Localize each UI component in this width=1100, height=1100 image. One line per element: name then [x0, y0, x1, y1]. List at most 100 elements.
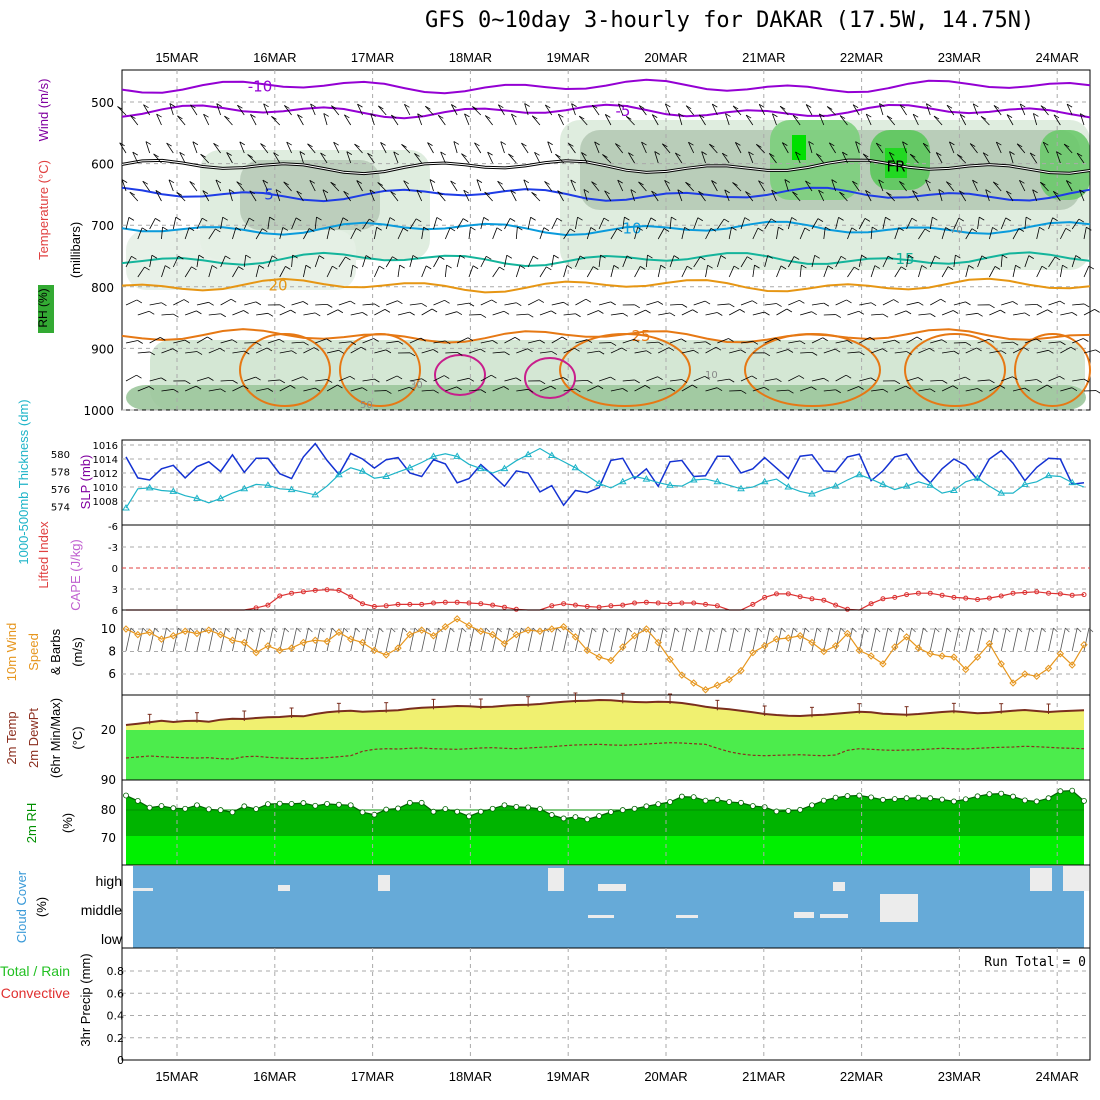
wind-barb-flag: [144, 266, 150, 271]
wind-barb: [504, 377, 517, 382]
wind-barb: [279, 266, 286, 278]
surface-wind-barb-flag: [556, 627, 562, 633]
wind-barb-flag: [859, 351, 865, 356]
rh-point: [383, 806, 390, 813]
wind-barb: [1000, 217, 1007, 230]
wind-barb: [1072, 303, 1085, 306]
lifted-index-tick-label: 6: [112, 606, 118, 617]
wind-barb-flag: [876, 142, 882, 147]
rh-shading: [126, 230, 356, 290]
wind-barb: [622, 338, 635, 344]
wind-barb-flag: [295, 217, 302, 222]
wind-barb-flag: [1019, 103, 1026, 108]
thickness-point: [1044, 471, 1053, 479]
wind-barb-flag: [756, 144, 762, 148]
surface-wind-barb-flag: [1005, 627, 1011, 633]
lifted-index-point: [773, 591, 779, 597]
wind-barb-flag: [166, 142, 172, 147]
rh-point: [856, 792, 863, 799]
wind-barb-flag: [1036, 304, 1043, 308]
date-label-bottom: 20MAR: [644, 1069, 687, 1084]
date-label-top: 22MAR: [840, 50, 883, 65]
surface-wind-barb-flag: [367, 627, 372, 633]
wind-barb-flag: [899, 104, 906, 109]
thickness-point: [855, 470, 864, 478]
wind-barb: [425, 105, 434, 116]
wind-speed-point: [772, 635, 781, 643]
wind-barb: [215, 179, 221, 192]
temperature-contour-label: 5: [264, 185, 274, 203]
wind-barb-flag: [503, 310, 510, 315]
wind-barb: [119, 142, 127, 154]
wind-barb-flag: [733, 265, 740, 270]
wind-barb-flag: [149, 310, 155, 315]
surface-wind-barb-flag: [1053, 627, 1058, 633]
wind-barb-flag: [717, 312, 723, 316]
wind-barb-flag: [952, 310, 959, 314]
wind-barb: [1006, 114, 1014, 126]
wind-barb: [492, 351, 505, 354]
wind-barb: [314, 255, 320, 268]
wind-barb-flag: [245, 254, 251, 259]
wind-barb: [693, 375, 705, 382]
wind-barb-flag: [279, 304, 286, 309]
wind-barb-flag: [399, 264, 405, 269]
thickness-tick-label: 574: [51, 502, 70, 513]
surface-wind-barb: [787, 627, 794, 652]
wind-barb: [740, 217, 746, 230]
wind-barb-flag: [451, 104, 457, 108]
wind-barb-flag: [236, 181, 242, 186]
wind-barb: [587, 350, 600, 354]
wind-barb: [646, 301, 658, 306]
wind-barb-flag: [534, 151, 540, 156]
wind-barb-flag: [740, 390, 747, 394]
wind-barb-flag: [996, 141, 1002, 146]
surface-wind-barb: [243, 627, 250, 652]
wind-barb-flag: [503, 386, 509, 390]
wind-barb-flag: [232, 380, 238, 384]
wind-barb: [811, 255, 816, 268]
rh-point: [667, 799, 673, 805]
wind-barb-flag: [979, 216, 985, 221]
wind-barb-flag: [346, 151, 353, 155]
wind-barb: [811, 337, 823, 344]
wind-barb: [202, 190, 210, 202]
wind-barb: [397, 265, 401, 278]
wind-barb: [651, 114, 659, 126]
wind-barb-flag: [795, 151, 801, 156]
lifted-index-point: [1010, 590, 1016, 596]
wind-barb-flag: [657, 376, 663, 381]
wind-barb-flag: [852, 104, 859, 109]
wind-barb-flag: [905, 310, 912, 315]
wind-barb-flag: [638, 105, 645, 109]
wind-barb: [902, 141, 907, 154]
surface-wind-barb: [646, 627, 652, 652]
wind-barb: [531, 192, 541, 202]
lifted-index-point: [785, 591, 791, 597]
wind-barb: [587, 310, 599, 316]
wind-barb: [544, 181, 553, 192]
wind-barb-flag: [1019, 179, 1025, 184]
temperature-contour-25-lobe: [339, 333, 421, 407]
wind-barb-flag: [117, 106, 123, 110]
wind-barb-flag: [350, 341, 357, 346]
thickness-point: [382, 472, 391, 479]
wind-barb: [800, 386, 812, 392]
wind-barb-flag: [581, 152, 587, 156]
wind-barb: [878, 179, 884, 192]
wind-barb: [946, 104, 955, 116]
surface-wind-barb: [373, 627, 380, 652]
wind-barb: [882, 339, 895, 344]
wind-barb: [847, 351, 860, 354]
rh-point: [773, 808, 780, 815]
wind-barb: [237, 104, 245, 116]
lifted-index-point: [1022, 590, 1028, 595]
cloud-cover-bar: [278, 885, 290, 891]
wind-barb-flag: [286, 141, 292, 146]
wind-barb: [314, 217, 317, 230]
wind-barb-flag: [1080, 113, 1086, 117]
surface-wind-barb-flag: [130, 627, 136, 633]
wind-barb: [835, 256, 842, 268]
slp-tick-label: 1016: [93, 441, 118, 452]
wind-barb-flag: [618, 103, 624, 108]
